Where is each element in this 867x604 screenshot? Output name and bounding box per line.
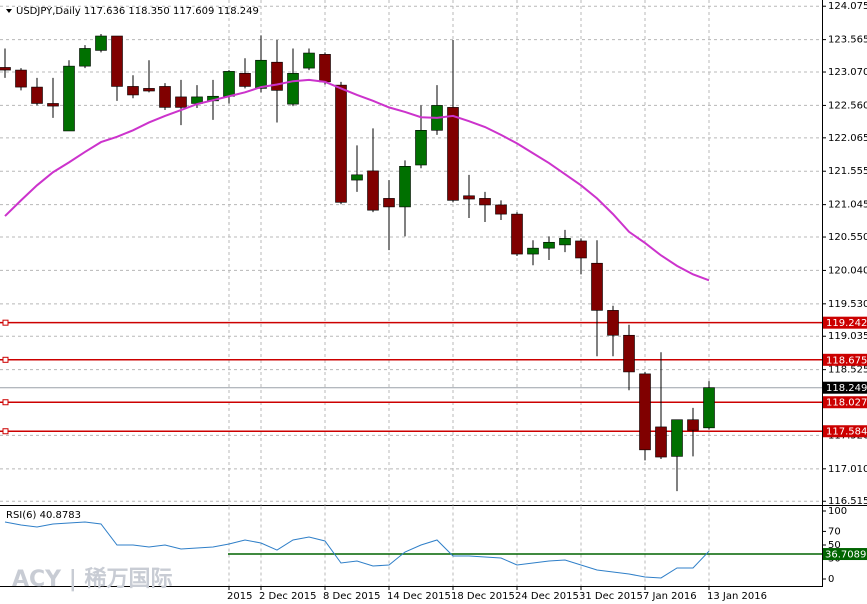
x-tick-label: 2 Dec 2015 <box>259 591 317 602</box>
x-tick-label: 7 Jan 2016 <box>643 591 697 602</box>
rsi-tick-label: 50 <box>828 540 841 551</box>
candle-body <box>303 52 315 69</box>
candle-body <box>47 103 59 107</box>
candle-body <box>671 419 683 457</box>
menu-arrow <box>6 9 12 13</box>
x-tick-label: 24 Dec 2015 <box>515 591 579 602</box>
rsi-level-box <box>823 548 867 561</box>
rsi-tick-label: 0 <box>828 574 834 585</box>
y-tick-label: 119.530 <box>828 299 867 310</box>
x-tick-label: 31 Dec 2015 <box>579 591 643 602</box>
candle-body <box>655 426 667 458</box>
candle-body <box>31 86 43 104</box>
candle-body <box>175 96 187 108</box>
candle-body <box>239 73 251 87</box>
candle-body <box>623 334 635 373</box>
level-label: 118.675 <box>826 355 867 366</box>
candle-body <box>15 69 27 88</box>
candle-body <box>367 170 379 211</box>
candle-body <box>415 130 427 166</box>
level-label-box <box>823 353 867 366</box>
level-label: 118.249 <box>826 383 867 394</box>
y-tick-label: 117.010 <box>828 464 867 475</box>
y-tick-label: 118.525 <box>828 365 867 376</box>
rsi-tick-label: 70 <box>828 526 841 537</box>
candle-body <box>495 204 507 215</box>
y-tick-label: 121.045 <box>828 200 867 211</box>
candle-body <box>543 241 555 249</box>
candle-body <box>511 213 523 255</box>
watermark: ACY | 稀万国际 <box>12 566 172 592</box>
candle-body <box>95 35 107 51</box>
rsi-line <box>4 521 710 579</box>
y-tick-label: 123.070 <box>828 67 867 78</box>
y-tick-label: 122.065 <box>828 133 867 144</box>
y-tick-label: 122.560 <box>828 100 867 111</box>
candle-body <box>607 310 619 336</box>
candle-body <box>111 35 123 87</box>
y-tick-label: 119.035 <box>828 331 867 342</box>
rsi-level-label: 36.7089 <box>825 550 866 561</box>
candle-body <box>703 387 715 429</box>
level-handle <box>2 356 9 363</box>
rsi-title: RSI(6) 40.8783 <box>6 510 81 521</box>
y-tick-label: 116.515 <box>828 496 867 507</box>
level-label-box <box>823 425 867 438</box>
level-label-box <box>823 316 867 329</box>
y-tick-label: 123.565 <box>828 35 867 46</box>
candle-body <box>591 262 603 311</box>
candle-body <box>143 88 155 92</box>
rsi-tick-label: 100 <box>828 506 847 517</box>
candle-body <box>0 67 11 71</box>
x-tick-label: 13 Jan 2016 <box>707 591 767 602</box>
candle-body <box>223 71 235 97</box>
candle-body <box>159 86 171 108</box>
x-tick-label: 8 Dec 2015 <box>323 591 381 602</box>
level-handle <box>2 399 9 406</box>
candle-body <box>319 54 331 83</box>
candle-body <box>399 166 411 208</box>
chart-title: USDJPY,Daily 117.636 118.350 117.609 118… <box>16 6 259 17</box>
candle-body <box>351 174 363 181</box>
candle-body <box>271 61 283 91</box>
level-label: 118.027 <box>826 398 867 409</box>
y-tick-label: 124.075 <box>828 1 867 12</box>
candle-body <box>79 48 91 67</box>
level-label: 117.584 <box>826 427 867 438</box>
candle-body <box>559 238 571 246</box>
level-label-box <box>823 381 867 394</box>
y-tick-label: 120.040 <box>828 265 867 276</box>
x-tick-label: 2015 <box>227 591 252 602</box>
candle-body <box>687 419 699 431</box>
x-tick-label: 18 Dec 2015 <box>451 591 515 602</box>
level-label: 119.242 <box>826 318 867 329</box>
level-handle <box>2 428 9 435</box>
candle-body <box>63 65 75 132</box>
y-tick-label: 121.555 <box>828 166 867 177</box>
candle-body <box>255 59 267 89</box>
candle-body <box>127 86 139 96</box>
candle-body <box>287 73 299 105</box>
level-label-box <box>823 396 867 409</box>
candle-body <box>383 198 395 208</box>
candle-body <box>575 240 587 259</box>
candle-body <box>463 195 475 200</box>
candle-body <box>639 373 651 451</box>
candle-body <box>479 198 491 206</box>
moving-average <box>4 78 710 282</box>
candle-body <box>335 84 347 203</box>
y-tick-label: 120.550 <box>828 232 867 243</box>
x-tick-label: 14 Dec 2015 <box>387 591 451 602</box>
candle-body <box>447 107 459 201</box>
candle-body <box>527 247 539 255</box>
level-handle <box>2 319 9 326</box>
